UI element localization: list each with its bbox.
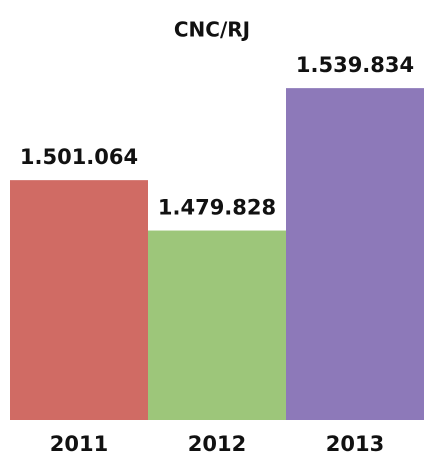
data-label: 1.479.828 [158,196,276,220]
x-tick-label: 2011 [50,432,108,456]
data-label: 1.501.064 [20,145,138,169]
x-tick-label: 2013 [326,432,384,456]
bar [10,180,148,420]
bar [286,88,424,420]
data-label: 1.539.834 [296,53,414,77]
bar [148,230,286,420]
chart-title: CNC/RJ [174,18,250,42]
x-tick-label: 2012 [188,432,246,456]
